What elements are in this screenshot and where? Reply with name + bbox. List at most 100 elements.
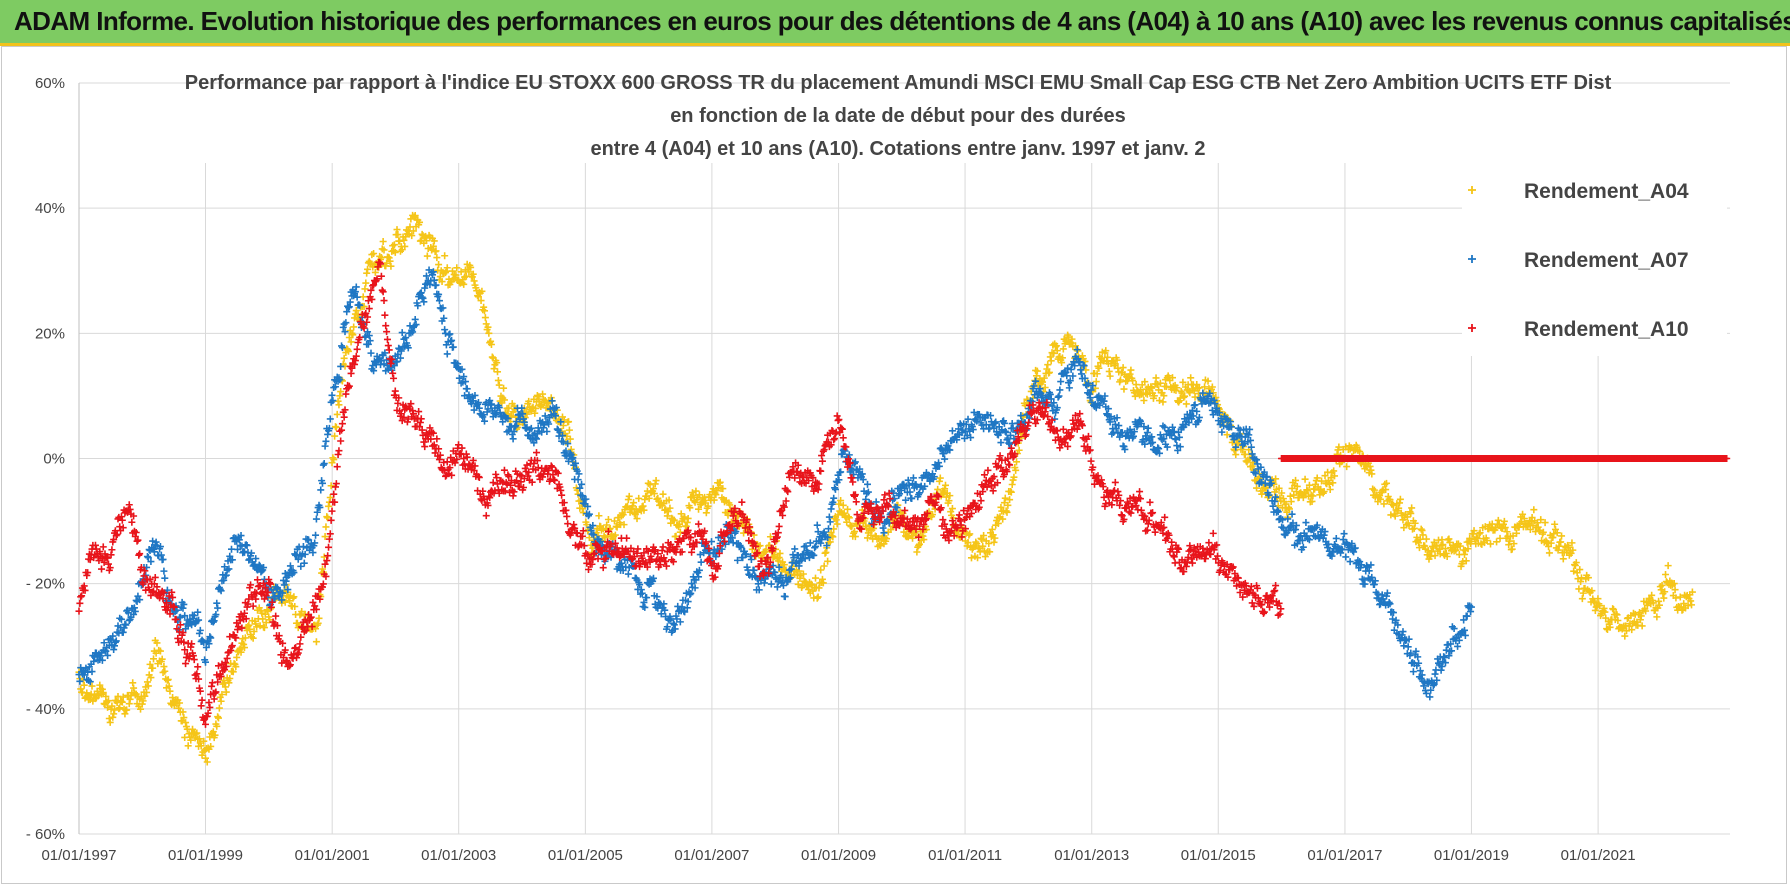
point-rendement_a04 [144, 682, 152, 690]
point-rendement_a04 [1147, 383, 1155, 391]
point-rendement_a04 [380, 246, 388, 254]
point-rendement_a07 [773, 583, 781, 591]
point-rendement_a04 [704, 502, 712, 510]
point-rendement_a07 [324, 430, 332, 438]
point-rendement_a07 [574, 476, 582, 484]
point-rendement_a04 [805, 585, 813, 593]
point-rendement_a04 [1584, 574, 1592, 582]
point-rendement_a04 [290, 593, 298, 601]
point-rendement_a04 [1175, 398, 1183, 406]
point-rendement_a04 [1508, 545, 1516, 553]
point-rendement_a07 [1431, 670, 1439, 678]
point-rendement_a04 [1004, 501, 1012, 509]
point-rendement_a04 [1642, 607, 1650, 615]
x-tick-label: 01/01/2011 [928, 847, 1002, 864]
point-rendement_a04 [826, 538, 834, 546]
point-rendement_a07 [1055, 392, 1063, 400]
point-rendement_a10 [564, 520, 572, 528]
point-rendement_a04 [684, 514, 692, 522]
point-rendement_a04 [1303, 486, 1311, 494]
point-rendement_a04 [438, 278, 446, 286]
point-rendement_a10 [272, 612, 280, 620]
point-rendement_a04 [332, 423, 340, 431]
point-rendement_a07 [319, 461, 327, 469]
point-rendement_a04 [832, 516, 840, 524]
point-rendement_a07 [1332, 534, 1340, 542]
point-rendement_a04 [1470, 527, 1478, 535]
point-rendement_a04 [851, 528, 859, 536]
point-rendement_a04 [1187, 374, 1195, 382]
point-rendement_a04 [1279, 495, 1287, 503]
point-rendement_a04 [649, 485, 657, 493]
point-rendement_a10 [125, 501, 133, 509]
point-rendement_a04 [1636, 616, 1644, 624]
point-rendement_a04 [624, 496, 632, 504]
point-rendement_a04 [1181, 392, 1189, 400]
point-rendement_a04 [941, 481, 949, 489]
point-rendement_a10 [338, 420, 346, 428]
point-rendement_a04 [1074, 347, 1082, 355]
point-rendement_a04 [396, 237, 404, 245]
point-rendement_a04 [119, 693, 127, 701]
point-rendement_a04 [1428, 548, 1436, 556]
point-rendement_a04 [158, 655, 166, 663]
point-rendement_a04 [1474, 534, 1482, 542]
point-rendement_a07 [831, 485, 839, 493]
point-rendement_a04 [180, 714, 188, 722]
point-rendement_a04 [441, 252, 449, 260]
point-rendement_a04 [1577, 574, 1585, 582]
point-rendement_a04 [1156, 397, 1164, 405]
point-rendement_a04 [1232, 451, 1240, 459]
point-rendement_a04 [110, 710, 118, 718]
point-rendement_a04 [1476, 529, 1484, 537]
point-rendement_a04 [1506, 537, 1514, 545]
point-rendement_a04 [495, 381, 503, 389]
point-rendement_a10 [331, 483, 339, 491]
point-rendement_a04 [774, 557, 782, 565]
point-rendement_a10 [817, 467, 825, 475]
point-rendement_a04 [1443, 553, 1451, 561]
point-rendement_a07 [1409, 668, 1417, 676]
point-rendement_a10 [325, 543, 333, 551]
point-rendement_a04 [1462, 557, 1470, 565]
point-rendement_a04 [232, 663, 240, 671]
point-rendement_a10 [108, 546, 116, 554]
point-rendement_a04 [164, 676, 172, 684]
point-rendement_a04 [1308, 497, 1316, 505]
point-rendement_a07 [697, 558, 705, 566]
x-tick-label: 01/01/2003 [421, 847, 496, 864]
point-rendement_a04 [143, 688, 151, 696]
y-axis-ticks: 60%40%20%0%- 20%- 40%- 60% [26, 75, 65, 843]
point-rendement_a04 [1275, 484, 1283, 492]
point-rendement_a04 [1539, 528, 1547, 536]
point-rendement_a04 [1421, 542, 1429, 550]
point-rendement_a04 [1687, 597, 1695, 605]
point-rendement_a10 [390, 374, 398, 382]
point-rendement_a04 [1046, 353, 1054, 361]
point-rendement_a07 [1284, 515, 1292, 523]
point-rendement_a10 [378, 286, 386, 294]
point-rendement_a04 [125, 700, 133, 708]
x-tick-label: 01/01/2005 [548, 847, 623, 864]
point-rendement_a07 [1173, 442, 1181, 450]
point-rendement_a07 [997, 439, 1005, 447]
point-rendement_a04 [1140, 397, 1148, 405]
point-rendement_a10 [482, 512, 490, 520]
point-rendement_a04 [1231, 446, 1239, 454]
point-rendement_a07 [781, 593, 789, 601]
point-rendement_a04 [1119, 364, 1127, 372]
point-rendement_a04 [160, 663, 168, 671]
point-rendement_a04 [465, 268, 473, 276]
report-banner: ADAM Informe. Evolution historique des p… [0, 0, 1790, 46]
point-rendement_a04 [1672, 594, 1680, 602]
point-rendement_a04 [1047, 357, 1055, 365]
point-rendement_a07 [320, 460, 328, 468]
point-rendement_a04 [96, 681, 104, 689]
point-rendement_a04 [1321, 472, 1329, 480]
point-rendement_a07 [825, 513, 833, 521]
point-rendement_a04 [322, 523, 330, 531]
point-rendement_a04 [1068, 335, 1076, 343]
point-rendement_a10 [384, 342, 392, 350]
point-rendement_a04 [1532, 528, 1540, 536]
point-rendement_a04 [1648, 591, 1656, 599]
